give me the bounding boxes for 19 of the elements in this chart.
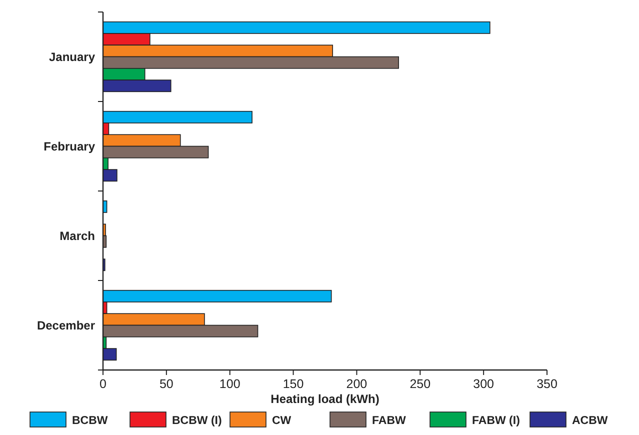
y-tick-label: February (44, 139, 96, 154)
x-tick-label: 250 (410, 377, 431, 391)
x-tick-label: 200 (346, 377, 368, 391)
x-tick-label: 100 (219, 377, 240, 391)
x-tick-label: 350 (536, 377, 558, 391)
legend-label: FABW (I) (472, 415, 520, 427)
legend-label: ACBW (572, 415, 608, 427)
y-tick-label: March (60, 228, 95, 243)
x-tick-label: 300 (473, 377, 494, 391)
legend-label: BCBW (I) (172, 415, 222, 427)
legend-label: BCBW (72, 415, 108, 427)
y-tick-label: January (48, 50, 96, 64)
x-tick-label: 0 (100, 377, 107, 391)
legend-label: FABW (372, 415, 406, 427)
x-tick-label: 150 (282, 377, 304, 391)
legend-label: CW (272, 415, 292, 427)
x-axis-title: Heating load (kWh) (270, 392, 380, 406)
x-tick-label: 50 (159, 377, 174, 391)
y-tick-label: December (36, 318, 96, 332)
